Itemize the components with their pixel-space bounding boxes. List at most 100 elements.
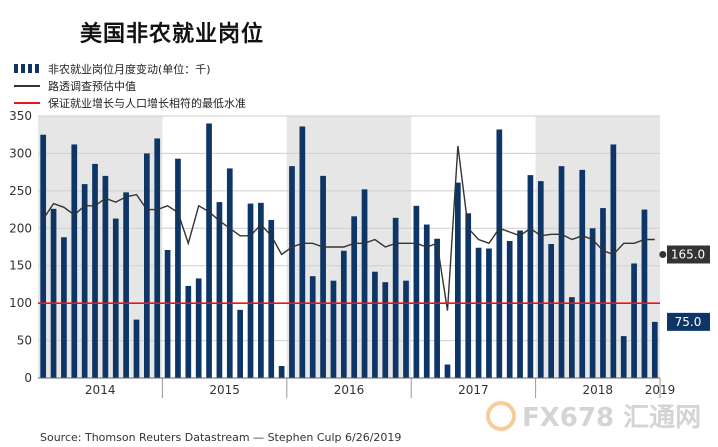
y-tick-label: 300 <box>9 146 32 160</box>
x-tick-label: 2016 <box>334 383 365 397</box>
bar <box>506 241 513 378</box>
legend-label-bars: 非农就业岗位月度变动(单位：千) <box>48 62 211 76</box>
y-tick-label: 150 <box>9 259 32 273</box>
bar <box>361 189 368 378</box>
bar <box>610 144 617 378</box>
bar <box>247 203 254 378</box>
bar <box>392 217 399 378</box>
bar <box>195 278 202 378</box>
fx678-logo-icon <box>486 400 516 431</box>
bar <box>537 181 544 378</box>
watermark-text: FX678 汇通网 <box>522 403 702 433</box>
bar <box>527 175 534 378</box>
bar <box>143 153 150 378</box>
end-label-actual: 75.0 <box>667 312 710 331</box>
legend: 非农就业岗位月度变动(单位：千) 路透调查预估中值 保证就业增长与人口增长相符的… <box>14 60 246 111</box>
bar <box>61 237 67 378</box>
bar <box>154 138 161 378</box>
bar <box>579 169 586 378</box>
bar <box>517 230 523 378</box>
bar <box>403 280 409 378</box>
x-tick-label: 2018 <box>583 383 614 397</box>
bar <box>92 163 98 378</box>
bar <box>71 144 78 378</box>
bar <box>226 168 233 378</box>
bar <box>486 248 492 378</box>
bar <box>50 208 57 378</box>
bar <box>237 309 244 378</box>
bar <box>641 209 648 378</box>
bar <box>278 366 285 378</box>
bar <box>123 192 129 378</box>
bar <box>40 134 47 378</box>
bar <box>216 202 223 378</box>
bar <box>320 175 326 378</box>
bar <box>444 364 451 378</box>
legend-label-threshold: 保证就业增长与人口增长相符的最低水准 <box>48 96 246 110</box>
bar <box>423 224 430 378</box>
chart-title: 美国非农就业岗位 <box>80 22 265 47</box>
bar <box>206 123 212 378</box>
bar <box>289 166 295 378</box>
series-line-forecast <box>42 145 655 311</box>
y-tick-label: 350 <box>9 109 32 123</box>
bar <box>268 220 275 378</box>
bar <box>651 321 658 378</box>
bar <box>569 297 575 378</box>
end-label-text: 75.0 <box>675 315 702 329</box>
source-note: Source: Thomson Reuters Datastream — Ste… <box>40 431 402 444</box>
bar <box>133 319 140 378</box>
bar <box>465 213 472 378</box>
bar <box>185 285 192 378</box>
bar <box>299 126 306 378</box>
bar <box>620 336 627 378</box>
year-band-2014 <box>38 116 163 378</box>
bar <box>496 129 503 378</box>
watermark: FX678 汇通网 <box>486 397 701 434</box>
legend-swatch-threshold <box>14 101 40 104</box>
bar <box>631 263 637 378</box>
end-label-text: 165.0 <box>671 247 705 261</box>
bar <box>102 175 109 378</box>
forecast-end-marker <box>659 250 667 258</box>
bar <box>351 216 358 378</box>
end-label-box <box>667 312 710 331</box>
bar <box>164 249 171 378</box>
y-tick-label: 200 <box>9 221 32 235</box>
bar <box>548 244 555 378</box>
bar <box>340 250 347 378</box>
y-tick-label: 100 <box>9 296 32 310</box>
bar <box>309 276 316 378</box>
end-label-forecast: 165.0 <box>667 245 710 264</box>
bar <box>558 166 565 378</box>
y-tick-label: 50 <box>17 334 32 348</box>
legend-label-forecast: 路透调查预估中值 <box>48 79 136 93</box>
x-tick-label: 2019 <box>645 383 676 397</box>
bar <box>258 202 264 378</box>
end-label-box <box>667 245 710 264</box>
legend-swatch-bars <box>14 64 40 73</box>
year-band-2016 <box>286 116 412 378</box>
bar <box>600 208 606 378</box>
y-tick-label: 250 <box>9 184 32 198</box>
legend-swatch-forecast <box>14 84 40 87</box>
y-tick-label: 0 <box>24 371 32 385</box>
bar <box>413 205 420 378</box>
bar <box>112 218 119 378</box>
legend-item-bars: 非农就业岗位月度变动(单位：千) <box>14 60 246 77</box>
bar <box>475 247 482 378</box>
x-tick-label: 2014 <box>85 383 116 397</box>
bar <box>382 282 389 378</box>
bar <box>330 280 337 378</box>
bar <box>454 182 461 378</box>
bar <box>434 238 440 378</box>
x-tick-label: 2015 <box>209 383 240 397</box>
year-band-2018 <box>535 116 660 378</box>
bar <box>81 184 88 378</box>
bar <box>175 158 181 378</box>
x-tick-label: 2017 <box>458 383 489 397</box>
legend-item-threshold: 保证就业增长与人口增长相符的最低水准 <box>14 94 246 111</box>
bar <box>372 271 378 378</box>
legend-item-forecast: 路透调查预估中值 <box>14 77 246 94</box>
